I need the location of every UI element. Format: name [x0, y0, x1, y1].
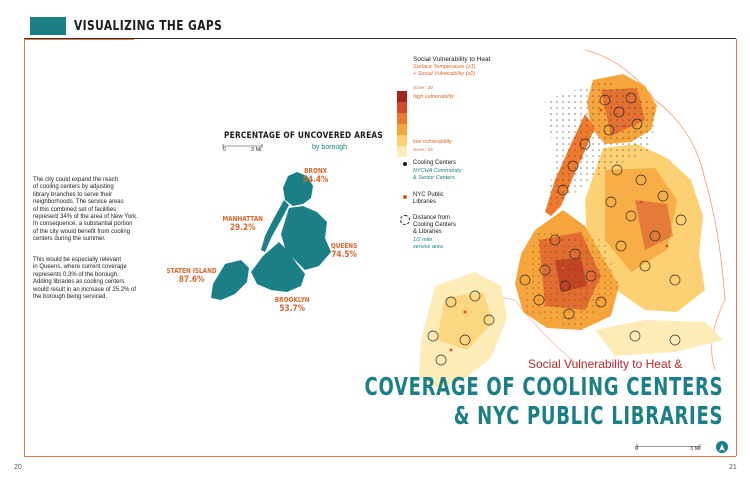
legend-item-cooling-centers: Cooling Centers — [413, 160, 457, 166]
scale-start: 0 — [223, 147, 227, 153]
library-icon — [403, 195, 407, 199]
borough-label-brooklyn: BROOKLYN 53.7% — [274, 296, 310, 314]
coverage-map-subtitle: by borough — [312, 144, 348, 151]
headline-line-1: COVERAGE OF COOLING CENTERS — [364, 372, 723, 401]
legend-swatch-4 — [397, 124, 407, 135]
legend-item-libraries: NYC Public — [413, 192, 444, 198]
cooling-center-icon — [403, 162, 407, 166]
legend-formula-2: + Social Vulnerability (z2) — [413, 71, 476, 77]
header-divider — [24, 38, 736, 39]
headline-subtitle: Social Vulnerability to Heat & — [528, 357, 683, 371]
header-accent-block — [30, 17, 66, 35]
service-area-icon — [400, 215, 410, 225]
legend-low-score: score : 15 — [413, 147, 433, 152]
borough-label-queens: QUEENS 74.5% — [330, 242, 358, 260]
map-scale-end: 3 Mi — [690, 446, 701, 452]
borough-shape-manhattan — [261, 200, 289, 252]
legend-high-label: high vulnerability — [413, 94, 454, 100]
coverage-map-title: PERCENTAGE OF UNCOVERED AREAS — [224, 131, 383, 141]
frame-right-edge — [736, 39, 737, 456]
borough-shape-staten-island — [211, 260, 249, 300]
legend-swatch-3 — [397, 113, 407, 124]
map-scale-bar — [636, 444, 701, 449]
body-paragraph-1: The city could expand the reach of cooli… — [33, 177, 138, 243]
page-number-right: 21 — [729, 464, 737, 471]
page-number-left: 20 — [14, 464, 22, 471]
frame-bottom-edge — [24, 456, 736, 457]
headline-line-2: & NYC PUBLIC LIBRARIES — [453, 401, 723, 430]
frame-top-segment — [24, 39, 134, 40]
map-scale-start: 0 — [635, 446, 639, 452]
legend-item-distance: Distance from — [413, 215, 451, 221]
borough-label-bronx: BRONX 54.4% — [302, 167, 329, 185]
borough-shape-queens — [281, 206, 331, 270]
borough-shape-bronx — [283, 172, 313, 206]
legend-high-score: score : 20 — [413, 85, 433, 90]
frame-left-edge — [24, 39, 25, 456]
borough-map — [211, 172, 331, 300]
body-paragraph-2: This would be especially relevant in Que… — [33, 257, 137, 301]
north-arrow-icon — [716, 441, 728, 453]
legend-formula-1: Surface Temperature (z1) — [413, 64, 476, 70]
legend-swatch-5 — [397, 135, 407, 146]
scale-bar — [222, 144, 263, 148]
borough-label-manhattan: MANHATTAN 29.2% — [222, 215, 263, 233]
heat-vulnerability-map — [419, 49, 726, 388]
legend-swatch-2 — [397, 102, 407, 113]
legend-swatch-1 — [397, 91, 407, 102]
legend-title: Social Vulnerability to Heat — [413, 56, 491, 63]
scale-end: 3 Mi — [251, 147, 262, 153]
legend-swatch-6 — [397, 146, 407, 157]
page-title: VISUALIZING THE GAPS — [74, 19, 223, 34]
borough-label-staten-island: STATEN ISLAND 87.6% — [166, 267, 217, 285]
legend-low-label: low vulnerability — [413, 139, 452, 145]
borough-shape-brooklyn — [251, 242, 305, 292]
